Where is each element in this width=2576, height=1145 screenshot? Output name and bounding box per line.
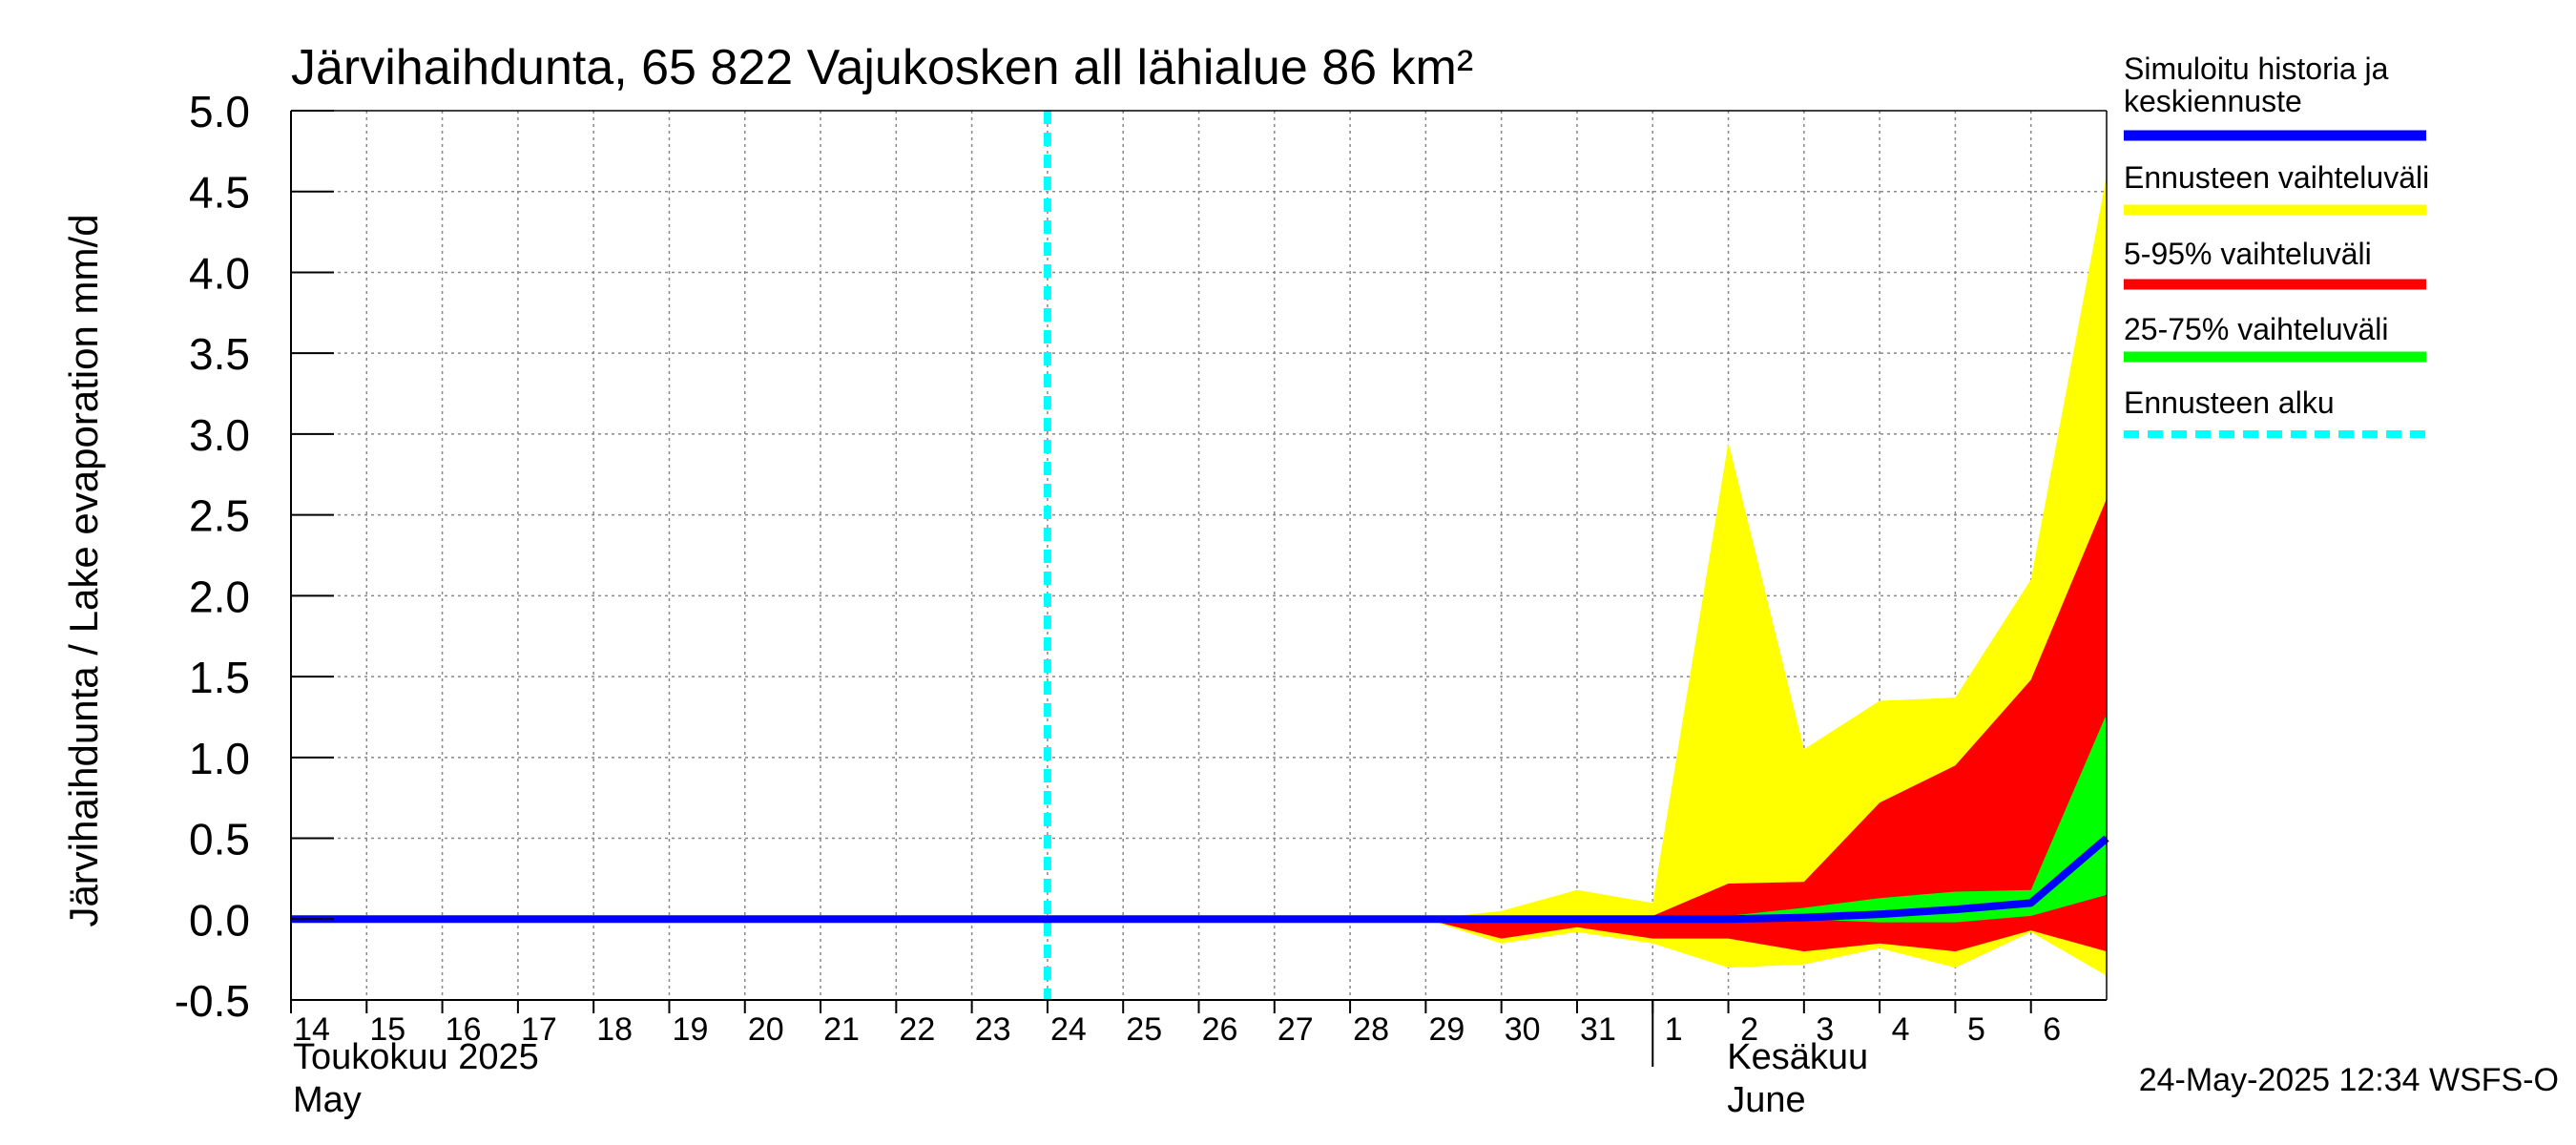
x-tick-label: 18 [596,1011,633,1048]
x-tick-label: 2 [1740,1011,1758,1048]
y-tick-label: 0.5 [189,815,250,864]
x-tick-label: 21 [823,1011,860,1048]
band-5-95-percent [1425,498,2107,952]
y-tick-label: 1.5 [189,653,250,702]
y-tick-label: 4.5 [189,168,250,218]
x-tick-label: 14 [294,1011,330,1048]
x-tick-label: 31 [1580,1011,1616,1048]
y-axis-label: Järvihaihdunta / Lake evaporation mm/d [61,214,106,926]
x-tick-label: 30 [1505,1011,1541,1048]
legend-label: Ennusteen vaihteluväli [2124,160,2429,195]
x-tick-label: 6 [2043,1011,2061,1048]
x-tick-label: 19 [673,1011,709,1048]
y-tick-label: 3.5 [189,329,250,379]
y-tick-label: 4.0 [189,248,250,298]
month-label-en: June [1727,1080,1805,1120]
legend-label: Simuloitu historia ja [2124,52,2389,86]
chart-title: Järvihaihdunta, 65 822 Vajukosken all lä… [291,40,1473,95]
x-tick-label: 4 [1892,1011,1910,1048]
x-tick-label: 17 [521,1011,557,1048]
month-label-fi: Kesäkuu [1727,1037,1868,1077]
footer-timestamp: 24-May-2025 12:34 WSFS-O [2139,1062,2559,1098]
x-tick-label: 27 [1278,1011,1314,1048]
y-tick-label: 2.0 [189,572,250,621]
x-tick-label: 22 [899,1011,935,1048]
x-tick-label: 1 [1665,1011,1683,1048]
x-tick-label: 23 [975,1011,1011,1048]
plot-area: 5.04.54.03.53.02.52.01.51.00.50.0-0.514 1… [175,87,2109,1120]
y-tick-label: -0.5 [175,976,250,1026]
x-tick-label: 5 [1967,1011,1985,1048]
legend-label: 25-75% vaihteluväli [2124,312,2389,346]
x-tick-label: 26 [1202,1011,1238,1048]
x-tick-label: 20 [748,1011,784,1048]
y-tick-label: 5.0 [189,87,250,136]
legend-label: Ennusteen alku [2124,385,2335,420]
legend-label: keskiennuste [2124,84,2302,118]
median-line [291,835,2109,924]
y-tick-label: 1.0 [189,734,250,783]
legend-label: 5-95% vaihteluväli [2124,237,2372,271]
y-tick-label: 3.0 [189,410,250,460]
y-tick-label: 2.5 [189,491,250,541]
month-label-en: May [293,1080,362,1120]
y-tick-label: 0.0 [189,895,250,945]
x-tick-label: 16 [446,1011,482,1048]
x-tick-label: 3 [1816,1011,1834,1048]
x-tick-label: 15 [369,1011,405,1048]
x-tick-label: 28 [1353,1011,1389,1048]
x-tick-label: 29 [1428,1011,1465,1048]
x-tick-label: 24 [1050,1011,1087,1048]
x-tick-label: 25 [1126,1011,1162,1048]
month-label-fi: Toukokuu 2025 [293,1037,539,1077]
